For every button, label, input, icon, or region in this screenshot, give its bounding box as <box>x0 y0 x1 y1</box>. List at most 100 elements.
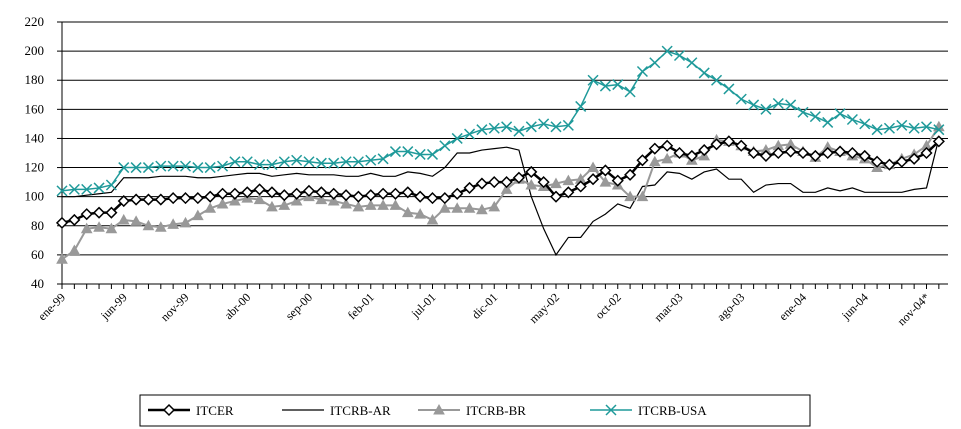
marker <box>315 157 327 169</box>
legend-label: ITCRB-BR <box>466 403 526 418</box>
marker <box>414 208 426 219</box>
marker <box>624 168 637 181</box>
marker <box>142 219 155 231</box>
marker <box>204 202 217 213</box>
marker <box>105 206 118 219</box>
marker <box>476 124 488 136</box>
x-tick-label: abr-00 <box>221 290 253 322</box>
marker <box>785 99 797 111</box>
marker <box>871 124 883 136</box>
y-tick-label: 200 <box>25 43 45 58</box>
series <box>55 135 945 229</box>
marker <box>760 103 772 115</box>
marker <box>525 121 537 133</box>
marker <box>302 184 316 197</box>
marker <box>451 132 463 144</box>
marker <box>834 108 846 120</box>
marker <box>241 186 254 199</box>
marker <box>821 146 834 160</box>
marker <box>229 195 241 206</box>
y-tick-label: 80 <box>31 218 44 233</box>
marker <box>315 193 328 205</box>
marker <box>130 215 142 226</box>
marker <box>167 218 179 229</box>
marker <box>167 160 179 172</box>
legend-label: ITCER <box>196 403 234 418</box>
marker <box>414 190 427 203</box>
marker <box>265 186 279 199</box>
marker <box>833 145 847 158</box>
marker <box>191 192 204 205</box>
marker <box>464 128 476 140</box>
y-tick-label: 60 <box>31 247 44 262</box>
marker <box>463 181 476 194</box>
marker <box>722 135 735 148</box>
marker <box>154 221 167 232</box>
marker <box>56 253 68 264</box>
marker <box>673 49 686 62</box>
line <box>62 138 940 257</box>
marker <box>537 176 550 189</box>
marker <box>698 67 710 79</box>
marker <box>859 118 871 130</box>
marker <box>118 162 130 174</box>
marker <box>426 192 439 205</box>
marker <box>636 65 648 78</box>
marker <box>624 86 636 98</box>
marker <box>501 121 513 133</box>
marker <box>895 155 908 168</box>
x-tick-label: dic-01 <box>469 290 501 322</box>
marker <box>340 156 352 168</box>
marker <box>377 199 389 210</box>
marker <box>228 187 241 200</box>
marker <box>513 125 525 137</box>
marker <box>179 160 192 172</box>
marker <box>538 118 550 130</box>
marker <box>822 116 834 128</box>
marker <box>488 176 501 189</box>
marker <box>167 192 180 205</box>
marker <box>291 154 303 166</box>
marker <box>562 119 574 131</box>
marker <box>587 74 599 86</box>
marker <box>933 124 945 136</box>
marker <box>463 202 476 213</box>
marker <box>611 174 624 187</box>
marker <box>748 99 760 111</box>
marker <box>883 158 896 171</box>
marker <box>93 221 105 232</box>
y-tick-label: 40 <box>31 276 44 291</box>
marker <box>562 174 575 186</box>
marker <box>117 213 130 225</box>
marker <box>266 200 278 212</box>
marker <box>266 159 278 171</box>
marker <box>56 185 68 197</box>
marker <box>389 146 401 158</box>
marker <box>80 222 93 234</box>
marker <box>216 187 229 200</box>
marker <box>636 154 649 167</box>
x-tick-label: ene-04 <box>776 290 809 323</box>
y-tick-label: 100 <box>25 189 45 204</box>
marker <box>587 161 599 173</box>
marker <box>685 149 698 162</box>
marker <box>698 144 711 157</box>
line <box>61 50 940 192</box>
marker <box>624 190 636 202</box>
marker <box>117 194 130 208</box>
marker <box>476 203 488 215</box>
y-tick-label: 180 <box>25 72 45 87</box>
marker <box>649 57 661 69</box>
marker <box>352 156 364 168</box>
marker <box>439 202 451 213</box>
line <box>61 126 940 261</box>
marker <box>488 122 500 134</box>
marker <box>759 149 773 162</box>
marker <box>846 146 859 160</box>
marker <box>339 189 353 202</box>
legend-label: ITCRB-USA <box>638 403 707 418</box>
marker <box>525 178 538 190</box>
marker <box>883 122 895 134</box>
marker <box>747 146 760 160</box>
marker <box>315 186 328 199</box>
